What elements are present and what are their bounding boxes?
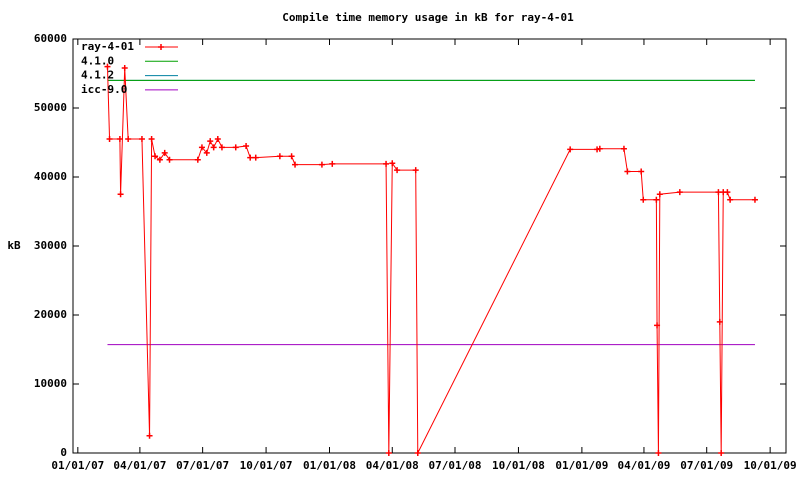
x-tick-label: 07/01/07 xyxy=(176,459,229,472)
x-tick-label: 10/01/07 xyxy=(240,459,293,472)
point-marker xyxy=(318,161,325,168)
point-marker xyxy=(727,196,734,203)
x-tick-label: 01/01/08 xyxy=(303,459,356,472)
y-tick-label: 20000 xyxy=(34,308,67,321)
point-marker xyxy=(276,153,283,160)
x-tick-label: 04/01/08 xyxy=(366,459,419,472)
point-marker xyxy=(292,161,299,168)
point-marker xyxy=(148,136,155,143)
point-marker xyxy=(116,136,123,143)
point-marker xyxy=(152,153,159,160)
point-marker xyxy=(106,136,113,143)
plot-frame xyxy=(72,38,787,454)
point-marker xyxy=(640,196,647,203)
point-marker xyxy=(716,318,723,325)
y-tick-label: 60000 xyxy=(34,32,67,45)
point-marker xyxy=(620,145,627,152)
point-marker xyxy=(653,196,660,203)
point-marker xyxy=(638,168,645,175)
point-marker xyxy=(624,168,631,175)
point-marker xyxy=(203,149,210,156)
point-marker xyxy=(718,450,725,456)
point-marker xyxy=(104,63,111,70)
point-marker xyxy=(194,156,201,163)
point-marker xyxy=(161,149,168,156)
point-marker xyxy=(156,156,163,163)
y-tick-label: 0 xyxy=(60,446,67,459)
legend-label: ray-4-01 xyxy=(81,40,134,53)
x-tick-label: 10/01/08 xyxy=(492,459,545,472)
point-marker xyxy=(288,153,295,160)
point-marker xyxy=(385,450,392,456)
point-marker xyxy=(121,64,128,71)
point-marker xyxy=(596,145,603,152)
x-tick-label: 01/01/09 xyxy=(555,459,608,472)
point-marker xyxy=(210,144,217,151)
point-marker xyxy=(394,167,401,174)
point-marker xyxy=(146,432,153,439)
x-tick-label: 10/01/09 xyxy=(744,459,797,472)
y-tick-label: 10000 xyxy=(34,377,67,390)
point-marker xyxy=(232,144,239,151)
point-marker xyxy=(125,136,132,143)
legend-label: 4.1.0 xyxy=(81,54,114,67)
point-marker xyxy=(724,189,731,196)
point-marker xyxy=(329,160,336,167)
point-marker xyxy=(247,154,254,161)
point-marker xyxy=(166,156,173,163)
point-marker xyxy=(751,196,758,203)
point-marker xyxy=(389,160,396,167)
point-marker xyxy=(198,144,205,151)
y-tick-label: 30000 xyxy=(34,239,67,252)
point-marker xyxy=(414,450,421,456)
x-tick-label: 07/01/09 xyxy=(680,459,733,472)
point-marker xyxy=(243,142,250,149)
x-tick-label: 04/01/09 xyxy=(617,459,670,472)
point-marker xyxy=(207,138,214,145)
y-axis-label: kB xyxy=(7,239,21,252)
legend-label: 4.1.2 xyxy=(81,69,114,82)
y-tick-label: 40000 xyxy=(34,170,67,183)
point-marker xyxy=(412,167,419,174)
point-marker xyxy=(214,136,221,143)
x-tick-label: 01/01/07 xyxy=(51,459,104,472)
point-marker xyxy=(676,189,683,196)
point-marker xyxy=(138,136,145,143)
point-marker xyxy=(218,144,225,151)
legend-marker xyxy=(158,44,164,50)
x-tick-label: 07/01/08 xyxy=(429,459,482,472)
point-marker xyxy=(655,450,662,456)
point-marker xyxy=(117,191,124,198)
point-marker xyxy=(567,146,574,153)
chart-title: Compile time memory usage in kB for ray-… xyxy=(282,11,574,24)
y-tick-label: 50000 xyxy=(34,101,67,114)
point-marker xyxy=(656,191,663,198)
point-marker xyxy=(654,322,661,329)
legend-label: icc-9.0 xyxy=(81,83,127,96)
point-marker xyxy=(252,154,259,161)
point-marker xyxy=(383,160,390,167)
series-line xyxy=(106,66,755,454)
x-tick-label: 04/01/07 xyxy=(113,459,166,472)
